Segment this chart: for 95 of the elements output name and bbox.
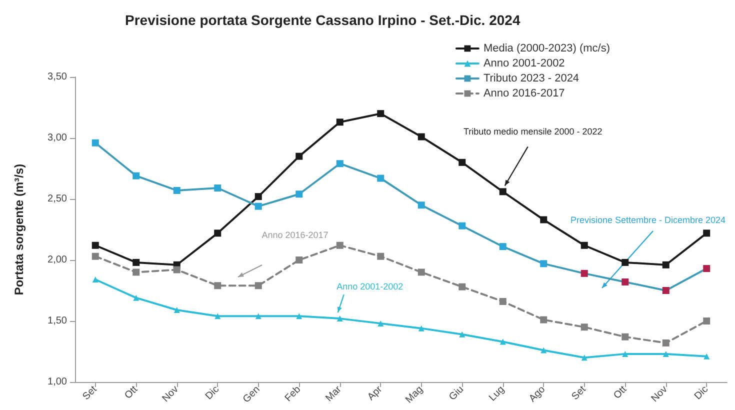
point: [214, 313, 221, 320]
point: [540, 260, 548, 268]
point: [296, 152, 303, 160]
point: [703, 318, 710, 324]
point: [418, 133, 425, 140]
point: [458, 158, 466, 166]
point: [662, 339, 670, 346]
y-tick-label: 1,50: [48, 316, 68, 326]
point: [254, 193, 262, 200]
x-tick-label: Ott: [612, 384, 630, 402]
x-tick-label: Feb: [283, 384, 304, 404]
point: [580, 270, 588, 277]
point: [377, 110, 384, 118]
point: [622, 350, 628, 357]
x-tick-label: Set: [570, 384, 588, 402]
point: [132, 258, 140, 266]
legend-label: Anno 2001-2002: [483, 58, 565, 70]
point: [132, 172, 140, 180]
point: [378, 320, 384, 326]
annotation: Anno 2016-2017: [262, 230, 328, 240]
point: [254, 282, 262, 290]
point: [92, 252, 99, 260]
point: [133, 294, 140, 301]
point: [458, 283, 466, 290]
point: [255, 313, 262, 320]
y-axis-title: Portata sorgente (m³/s): [12, 164, 26, 296]
point: [622, 278, 629, 286]
x-tick-label: Dic: [692, 384, 711, 402]
x-tick-label: Set: [80, 384, 100, 402]
point: [336, 160, 344, 168]
point: [499, 188, 506, 196]
point: [296, 313, 302, 320]
point: [336, 242, 344, 249]
point: [418, 325, 424, 332]
y-tick-label: 2,00: [48, 254, 68, 266]
point: [296, 190, 303, 198]
point: [540, 316, 548, 324]
point: [662, 350, 669, 357]
point: [377, 174, 384, 182]
point: [418, 202, 425, 209]
point: [703, 230, 710, 237]
point: [336, 316, 343, 322]
legend-label: Anno 2016-2017: [483, 88, 565, 100]
point: [622, 258, 629, 266]
annotation: Previsione Settembre - Dicembre 2024: [570, 215, 726, 225]
point: [703, 265, 710, 272]
x-tick-label: Nov: [160, 384, 181, 404]
legend-label: Tributo 2023 - 2024: [483, 72, 580, 84]
point: [580, 242, 588, 249]
point: [540, 216, 548, 224]
point: [377, 252, 384, 260]
point: [336, 118, 344, 126]
point: [662, 261, 670, 268]
x-tick-label: Giu: [447, 384, 466, 403]
point: [540, 347, 547, 354]
chart-title: Previsione portata Sorgente Cassano Irpino - Set.-Dic. 2024: [125, 12, 520, 28]
point: [296, 256, 303, 264]
x-tick-label: Dic: [204, 384, 222, 402]
point: [173, 266, 180, 274]
y-tick-label: 3,00: [48, 132, 68, 144]
point: [92, 242, 99, 249]
point: [174, 307, 180, 314]
point: [580, 324, 588, 331]
point: [418, 268, 425, 276]
point: [92, 139, 99, 146]
point: [499, 298, 506, 305]
point: [581, 354, 588, 361]
x-tick-label: Mar: [324, 384, 344, 404]
annotation: Anno 2001-2002: [336, 282, 404, 292]
point: [214, 230, 222, 237]
y-tick-label: 2,50: [48, 194, 68, 204]
point: [499, 243, 506, 250]
x-tick-label: Lug: [487, 384, 507, 404]
x-tick-label: Mag: [404, 384, 426, 406]
annotation: Tributo medio mensile 2000 - 2022: [464, 126, 602, 137]
legend-label: Media (2000-2023) (mc/s): [483, 42, 610, 54]
y-tick-label: 1,00: [48, 376, 68, 388]
point: [254, 202, 262, 210]
point: [173, 186, 180, 194]
x-tick-label: Nov: [649, 384, 670, 404]
y-tick-label: 3,50: [48, 72, 68, 82]
point: [214, 282, 222, 290]
point: [500, 338, 506, 345]
point: [132, 268, 140, 276]
x-tick-label: Ott: [122, 384, 140, 402]
point: [92, 276, 98, 283]
point: [662, 287, 670, 294]
point: [622, 333, 629, 340]
x-tick-label: Ago: [527, 384, 548, 404]
x-tick-label: Apr: [366, 384, 385, 403]
x-tick-label: Gen: [241, 384, 262, 406]
point: [214, 184, 222, 192]
point: [458, 222, 466, 230]
point: [459, 331, 466, 338]
point: [704, 353, 710, 360]
